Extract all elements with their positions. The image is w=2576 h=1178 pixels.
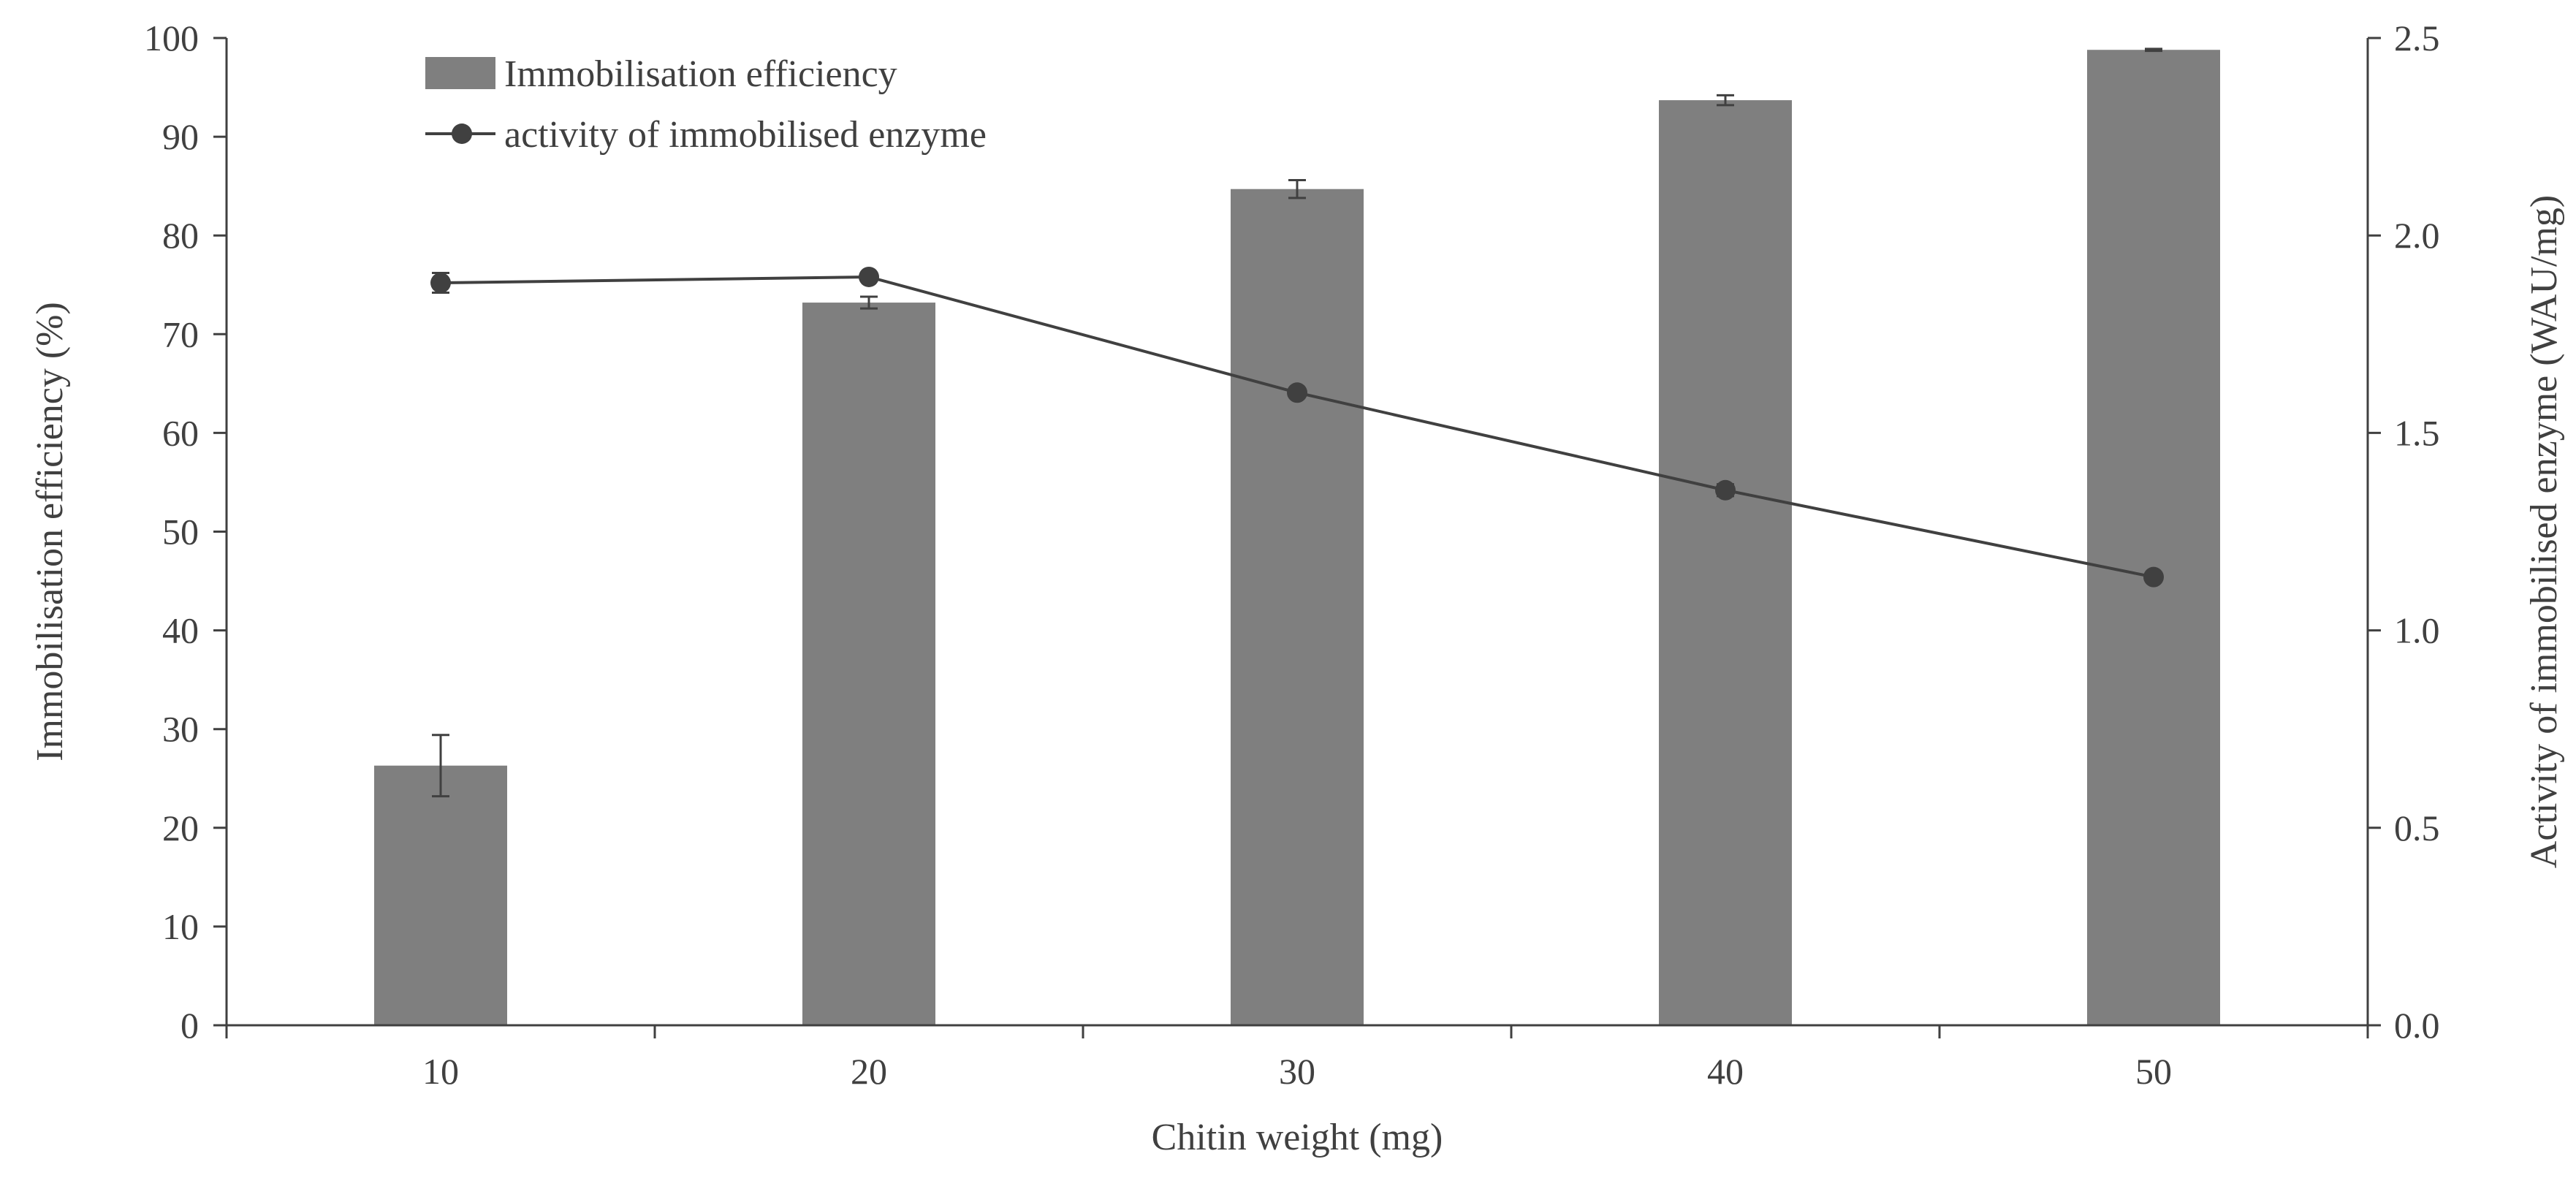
y-tick-label: 100	[144, 18, 199, 58]
x-tick-label: 30	[1279, 1051, 1315, 1092]
y-tick-label: 20	[162, 808, 199, 848]
line-group	[430, 266, 2164, 588]
bar-error-10	[432, 734, 449, 798]
y2-tick-label: 1.0	[2394, 610, 2440, 651]
y-tick-label: 10	[162, 906, 199, 947]
y-tick-label: 40	[162, 610, 199, 651]
legend: Immobilisation efficiency activity of imm…	[425, 53, 987, 156]
y2-tick-label: 2.0	[2394, 215, 2440, 256]
point-40	[1715, 479, 1736, 501]
y-tick-label: 60	[162, 412, 199, 453]
y-tick-label: 80	[162, 215, 199, 256]
bar-error-30	[1288, 179, 1306, 200]
bar-error-20	[860, 295, 878, 310]
y-axis-title: Immobilisation efficiency (%)	[29, 302, 71, 761]
bar-20	[802, 303, 935, 1025]
x-tick-label: 50	[2135, 1051, 2172, 1092]
bar-30	[1231, 189, 1364, 1025]
legend-line-label: activity of immobilised enzyme	[504, 114, 987, 156]
y-tick-label: 50	[162, 512, 199, 552]
y2-tick-label: 2.5	[2394, 18, 2440, 58]
legend-bar-label: Immobilisation efficiency	[504, 53, 897, 95]
y-tick-label: 90	[162, 116, 199, 157]
x-tick-label: 40	[1707, 1051, 1744, 1092]
point-30	[1287, 382, 1307, 403]
bar-10	[374, 765, 507, 1025]
bar-40	[1659, 100, 1792, 1025]
point-50	[2143, 566, 2164, 588]
bar-error-40	[1717, 94, 1734, 107]
y2-axis-title: Activity of immobilised enzyme (WAU/mg)	[2523, 195, 2565, 868]
axes-group: 0 10 20 30 40 50 60 70 80 90 100 0.0 0.5 1.0 1.5 2.0 2.5…	[29, 18, 2565, 1158]
x-tick-label: 20	[851, 1051, 887, 1092]
bars-group	[374, 48, 2220, 1025]
legend-bar-swatch	[425, 57, 495, 89]
y-tick-label: 70	[162, 314, 199, 354]
x-tick-label: 10	[422, 1051, 459, 1092]
y-tick-label: 0	[181, 1005, 199, 1046]
bar-error-50	[2145, 48, 2162, 53]
legend-line-marker	[452, 123, 472, 144]
y-tick-label: 30	[162, 709, 199, 750]
bar-50	[2087, 50, 2220, 1025]
x-axis-title: Chitin weight (mg)	[1152, 1117, 1443, 1158]
y2-tick-label: 0.0	[2394, 1005, 2440, 1046]
y2-tick-label: 1.5	[2394, 412, 2440, 453]
y2-tick-label: 0.5	[2394, 808, 2440, 848]
point-10	[430, 273, 451, 294]
point-20	[859, 266, 879, 287]
